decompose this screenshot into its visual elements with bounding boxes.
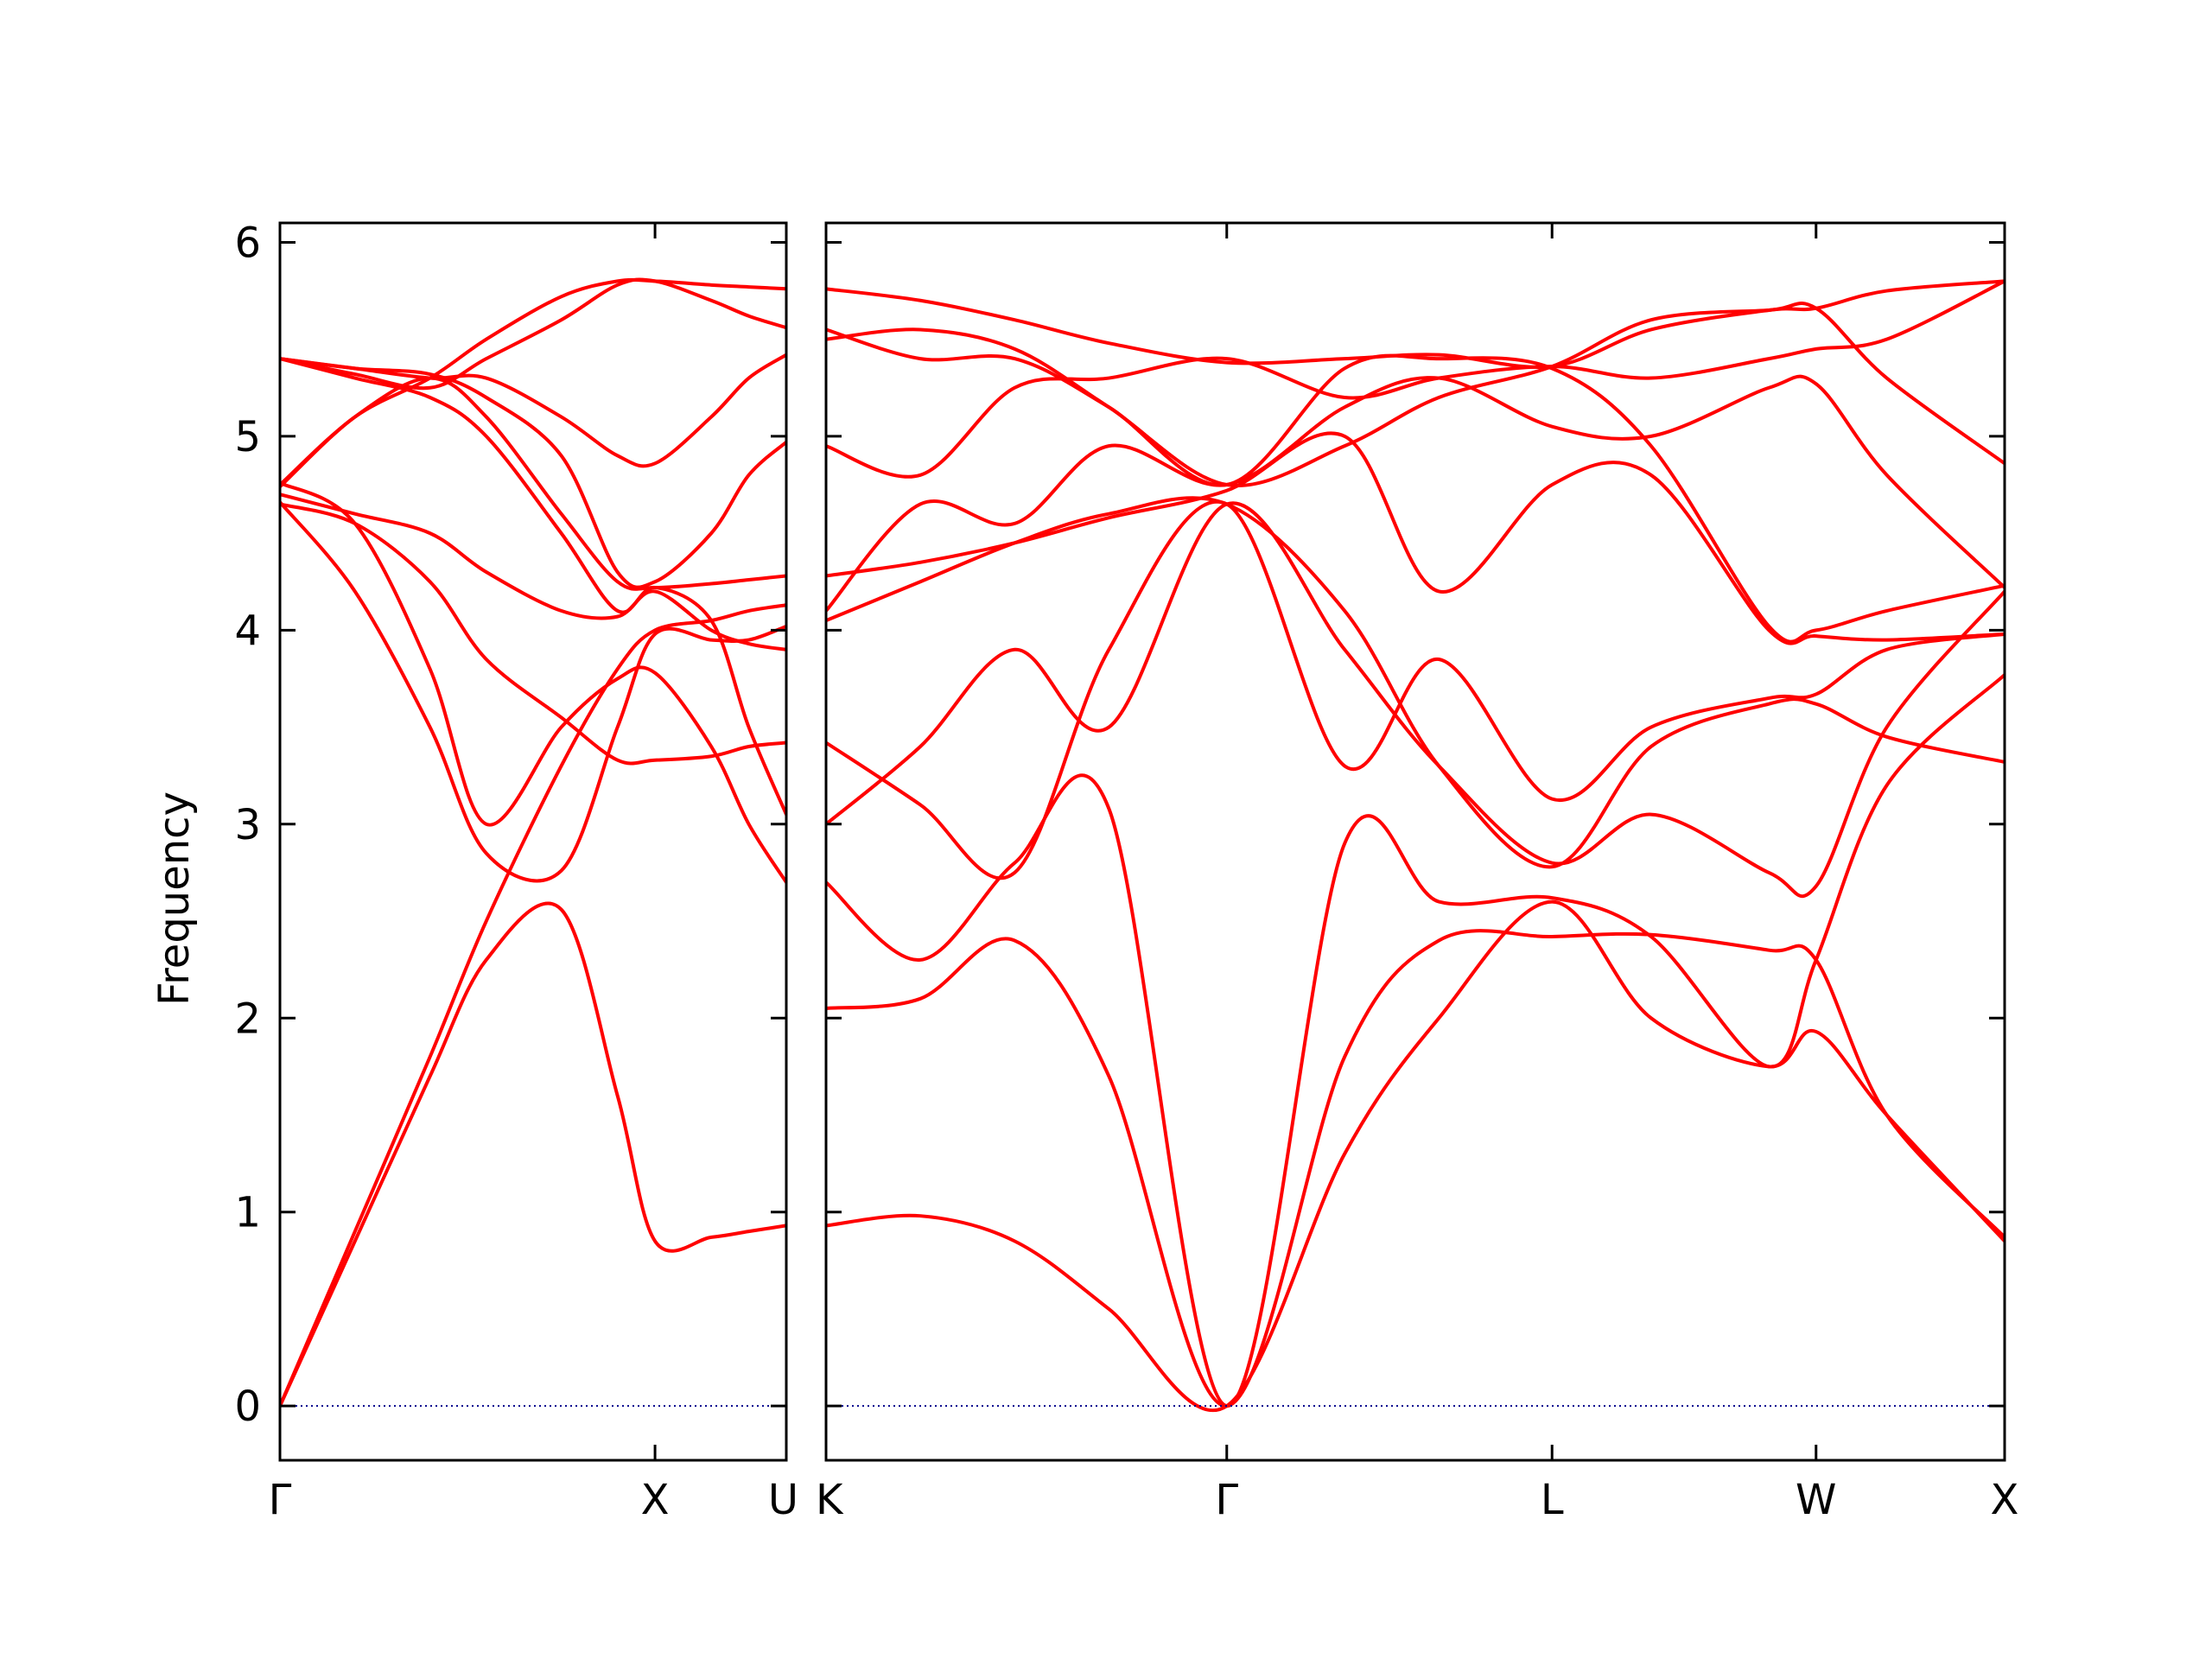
band-line-1	[826, 899, 2005, 1413]
panel-series-group	[280, 277, 786, 1408]
band-line-3	[280, 500, 786, 883]
band-line-4	[280, 480, 786, 885]
band-line-12	[826, 279, 2005, 369]
x-tick-label: Γ	[1215, 1476, 1238, 1524]
band-line-12	[280, 277, 786, 391]
x-tick-label: K	[816, 1476, 844, 1524]
panel-series-group	[826, 279, 2005, 1413]
panel-frame	[824, 221, 2006, 1462]
x-tick-label: W	[1796, 1476, 1836, 1524]
y-tick-label: 4	[234, 607, 261, 655]
band-line-10	[280, 357, 786, 817]
y-tick-label: 2	[234, 995, 261, 1043]
y-tick-label: 1	[234, 1189, 261, 1237]
band-line-5	[826, 501, 2005, 899]
band-line-10	[826, 327, 2005, 644]
x-tick-label: Γ	[269, 1476, 292, 1524]
band-line-1	[280, 901, 786, 1408]
x-tick-label: X	[1991, 1476, 2019, 1524]
x-tick-label: L	[1541, 1476, 1564, 1524]
band-line-9	[826, 279, 2005, 479]
band-line-8	[826, 374, 2005, 613]
band-line-11	[280, 493, 786, 652]
band-line-9	[280, 353, 786, 468]
panel-1: 0 1 2 3 4 5 6 Γ X U	[234, 219, 798, 1524]
band-line-6	[280, 376, 786, 591]
y-tick-label: 5	[234, 413, 261, 461]
band-line-7	[826, 431, 2005, 645]
band-line-5	[280, 502, 786, 766]
y-tick-label: 6	[234, 219, 261, 267]
band-line-7	[280, 277, 786, 487]
y-tick-label: 3	[234, 801, 261, 849]
panel-frame	[278, 221, 788, 1462]
panels-layer: 0 1 2 3 4 5 6 Γ X U K Γ L W X	[234, 219, 2018, 1524]
x-tick-label: X	[641, 1476, 670, 1524]
band-line-4	[826, 499, 2005, 880]
y-axis-label: Frequency	[150, 791, 199, 1006]
band-line-2	[826, 929, 2005, 1408]
band-line-8	[280, 357, 786, 589]
x-tick-label: U	[768, 1476, 798, 1524]
y-tick-label: 0	[234, 1382, 261, 1431]
